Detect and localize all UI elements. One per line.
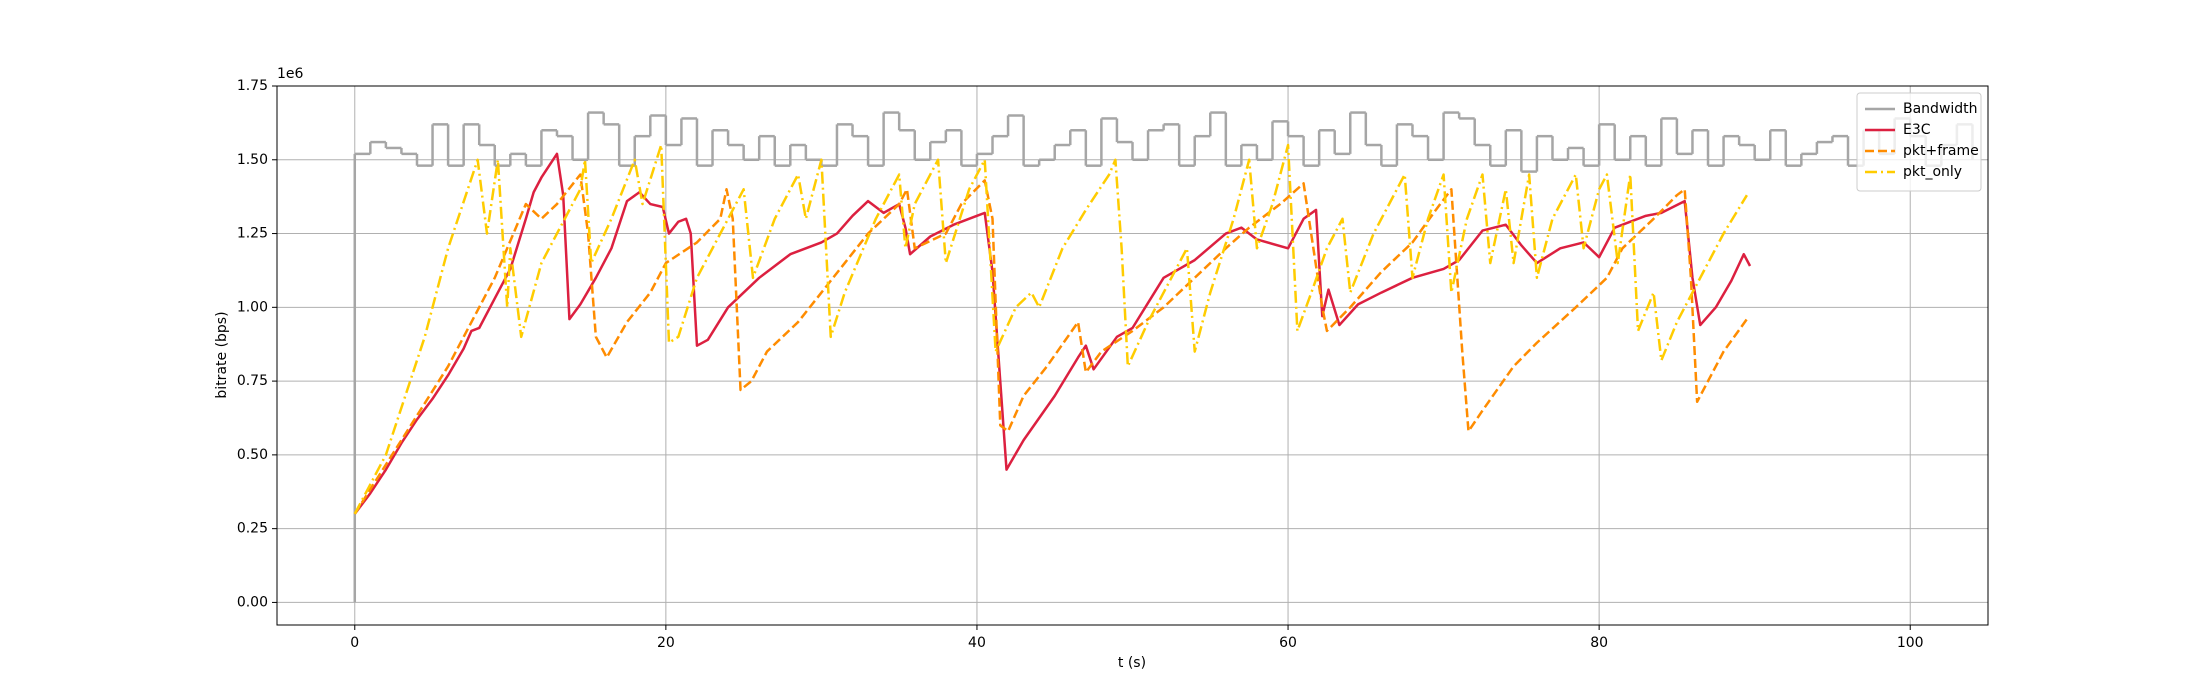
x-tick-label: 20: [657, 635, 675, 651]
x-axis-label: t (s): [1118, 655, 1146, 671]
step-line: [353, 111, 1974, 603]
series-line: [353, 143, 1748, 515]
series-line: [353, 152, 1752, 515]
x-tick-label: 0: [350, 635, 359, 651]
legend-label: pkt_only: [1903, 164, 1962, 180]
y-tick-label: 0.75: [237, 373, 268, 389]
y-tick-label: 1.50: [237, 152, 268, 168]
plot-frame: [276, 85, 1989, 626]
y-tick-label: 0.00: [237, 594, 268, 610]
y-tick-label: 1.25: [237, 226, 268, 242]
y-offset-label: 1e6: [277, 66, 304, 82]
y-tick-label: 1.00: [237, 299, 268, 315]
x-tick-label: 80: [1590, 635, 1608, 651]
y-tick-label: 0.25: [237, 521, 268, 537]
y-axis-label: bitrate (bps): [214, 311, 230, 398]
series-line: [353, 173, 1748, 515]
y-tick-label: 1.75: [237, 78, 268, 94]
legend-label: Bandwidth: [1903, 101, 1978, 117]
legend-label: E3C: [1903, 122, 1931, 138]
x-tick-label: 100: [1897, 635, 1924, 651]
legend-box: [1856, 92, 1982, 192]
x-tick-label: 60: [1279, 635, 1297, 651]
y-tick-label: 0.50: [237, 447, 268, 463]
x-tick-label: 40: [968, 635, 986, 651]
legend-label: pkt+frame: [1903, 143, 1979, 159]
